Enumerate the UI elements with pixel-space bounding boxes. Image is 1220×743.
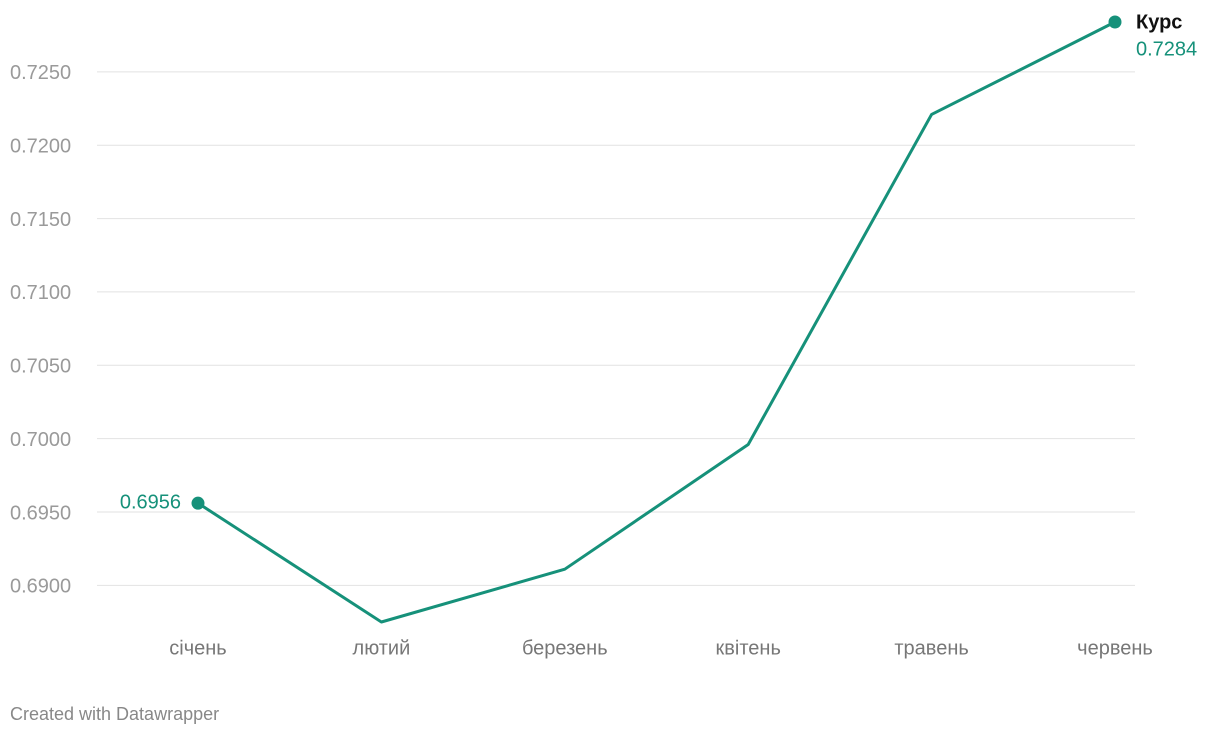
y-tick-label: 0.7100 bbox=[10, 282, 71, 304]
y-tick-label: 0.6950 bbox=[10, 502, 71, 524]
x-tick-label: лютий bbox=[353, 637, 411, 659]
point bbox=[1108, 15, 1122, 29]
y-tick-label: 0.7200 bbox=[10, 136, 71, 158]
footer: Created with Datawrapper bbox=[10, 704, 219, 724]
y-tick-label: 0.7250 bbox=[10, 62, 71, 84]
data-label: 0.7284 bbox=[1136, 38, 1197, 60]
y-tick-label: 0.7050 bbox=[10, 356, 71, 378]
x-tick-label: березень bbox=[522, 637, 608, 659]
x-tick-label: травень bbox=[894, 637, 968, 659]
point bbox=[191, 496, 205, 510]
y-tick-label: 0.7150 bbox=[10, 209, 71, 231]
x-tick-label: червень bbox=[1077, 637, 1153, 659]
data-label: 0.6956 bbox=[120, 491, 181, 513]
x-tick-label: квітень bbox=[716, 637, 781, 659]
y-tick-label: 0.7000 bbox=[10, 429, 71, 451]
line bbox=[197, 20, 1116, 624]
y-tick-label: 0.6900 bbox=[10, 576, 71, 598]
x-tick-label: січень bbox=[169, 637, 226, 659]
legend-label: Курс bbox=[1136, 11, 1182, 33]
